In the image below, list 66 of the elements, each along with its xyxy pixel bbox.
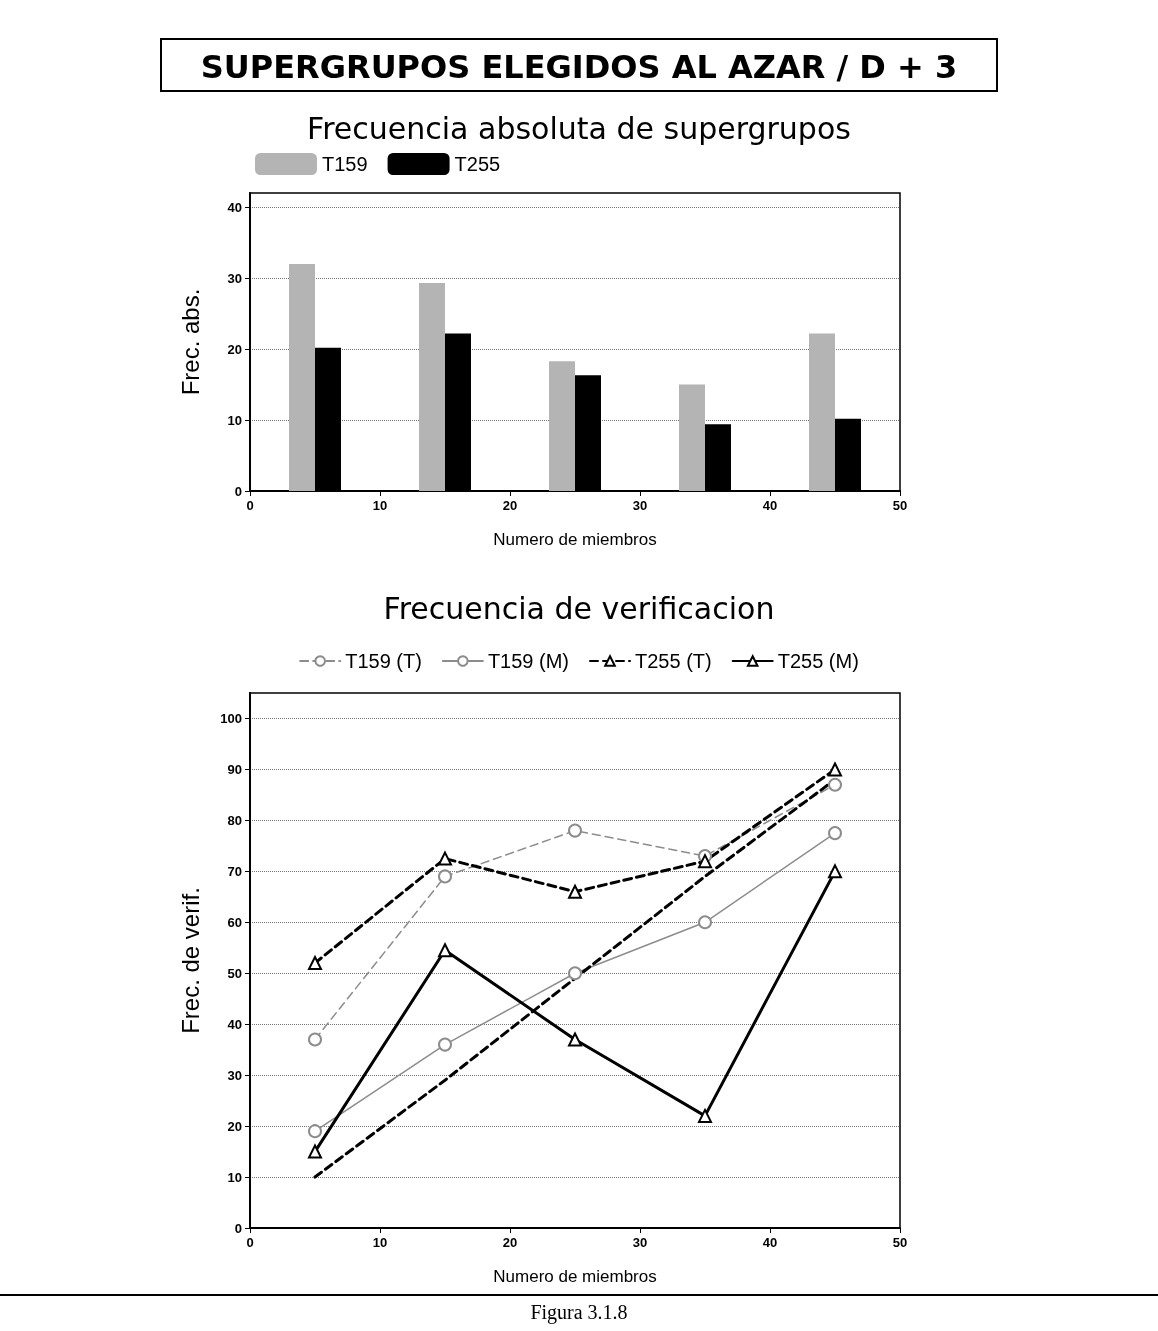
point [568,1032,582,1047]
x-axis-title: Numero de miembros [493,1267,657,1286]
point [568,966,582,981]
legend-label: T255 (M) [777,650,859,672]
legend-label: T255 [454,153,501,175]
point [828,864,842,879]
chart-title: Frecuencia absoluta de supergrupos [307,110,851,146]
point [438,943,452,958]
x-tick-label: 10 [372,1235,388,1250]
y-tick-label: 100 [220,710,242,726]
x-axis-title: Numero de miembros [493,530,657,549]
legend-label: T159 (M) [487,650,569,672]
y-tick-label: 40 [227,1016,242,1032]
point [698,915,712,930]
point [568,823,582,838]
point [568,884,582,899]
x-tick-label: 50 [892,498,908,513]
chart-title: Frecuencia de verificacion [383,590,775,626]
y-tick-label: 0 [234,483,242,499]
point [438,869,452,884]
legend-label: T159 [322,153,368,175]
x-tick-label: 40 [762,1235,778,1250]
x-tick-label: 0 [246,1235,254,1250]
bar [809,333,835,491]
text: SUPERGRUPOS ELEGIDOS AL AZAR / D + 3 [160,38,998,92]
y-axis-title: Frec. de verif. [176,887,204,1034]
x-tick-label: 50 [892,1235,908,1250]
x-tick-label: 10 [372,498,388,513]
bar [679,384,705,491]
y-tick-label: 20 [227,341,242,357]
x-tick-label: 30 [632,1235,648,1250]
point [308,1124,322,1139]
y-tick-label: 30 [227,270,242,286]
legend-label: T255 (T) [635,650,712,672]
x-tick-label: 20 [502,498,518,513]
x-tick-label: 0 [246,498,254,513]
y-tick-label: 30 [227,1067,242,1083]
bar [419,283,445,491]
y-axis-title: Frec. abs. [176,288,204,396]
y-tick-label: 40 [227,199,242,215]
point [828,762,842,777]
point [828,826,842,841]
bar [289,263,315,491]
y-tick-label: 90 [227,761,242,777]
point [308,1144,322,1159]
x-tick-label: 20 [502,1235,518,1250]
point [308,956,322,971]
y-tick-label: 50 [227,965,242,981]
legend-label: T159 (T) [345,650,422,672]
y-tick-label: 20 [227,1118,242,1134]
x-tick-label: 40 [762,498,778,513]
text: Figura 3.1.8 [0,1294,1158,1324]
point [698,854,712,869]
point [438,851,452,866]
y-tick-label: 10 [227,1169,242,1185]
y-tick-label: 70 [227,863,242,879]
x-tick-label: 30 [632,498,648,513]
point [438,1037,452,1052]
y-tick-label: 0 [234,1220,242,1236]
point [828,777,842,792]
y-tick-label: 10 [227,412,242,428]
bar [549,361,575,491]
point [698,1108,712,1123]
y-tick-label: 60 [227,914,242,930]
point [308,1032,322,1047]
y-tick-label: 80 [227,812,242,828]
